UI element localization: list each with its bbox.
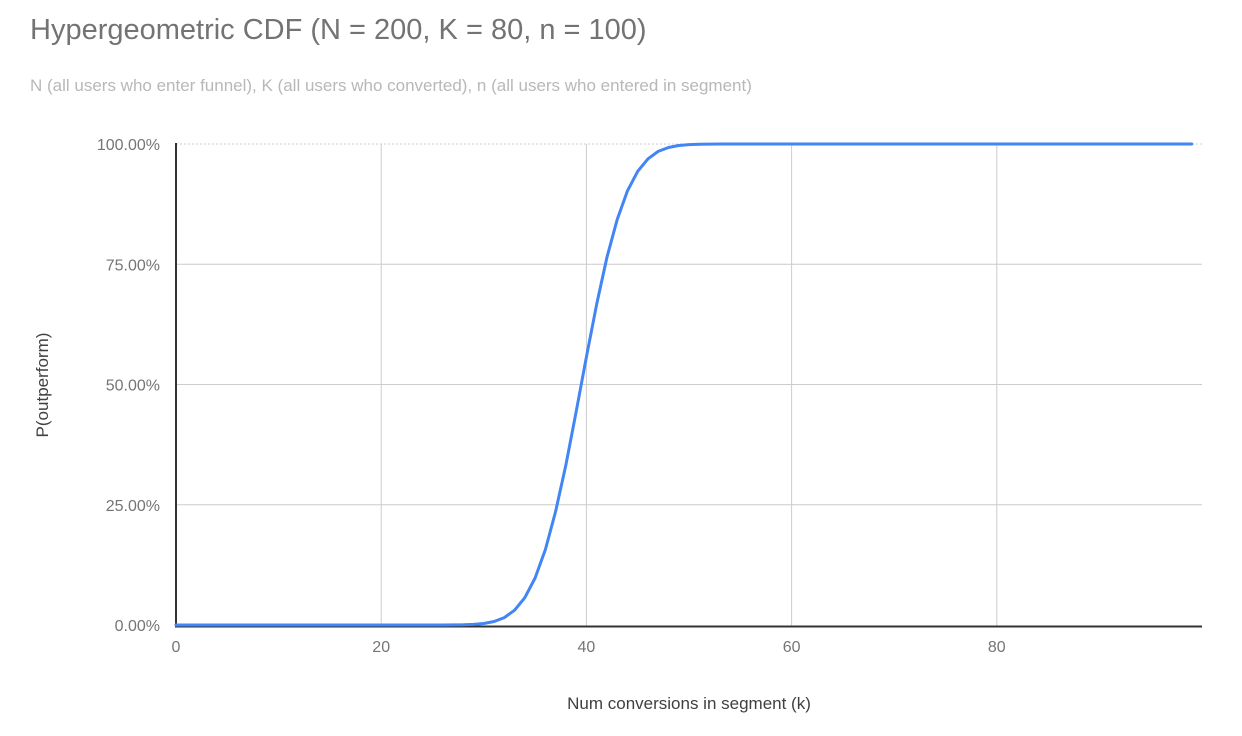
x-axis-title: Num conversions in segment (k) (567, 694, 811, 713)
chart-title: Hypergeometric CDF (N = 200, K = 80, n =… (30, 14, 647, 46)
y-tick-label: 0.00% (115, 618, 160, 635)
x-tick-label: 60 (783, 639, 801, 656)
y-tick-label: 25.00% (106, 498, 160, 515)
cdf-curve (174, 142, 1194, 627)
y-tick-label: 50.00% (106, 378, 160, 395)
y-tick-label: 100.00% (97, 137, 160, 154)
x-tick-label: 40 (578, 639, 596, 656)
chart-subtitle: N (all users who enter funnel), K (all u… (30, 76, 752, 95)
y-tick-label: 75.00% (106, 257, 160, 274)
x-tick-label: 80 (988, 639, 1006, 656)
x-tick-label: 0 (172, 639, 181, 656)
x-tick-label: 20 (372, 639, 390, 656)
